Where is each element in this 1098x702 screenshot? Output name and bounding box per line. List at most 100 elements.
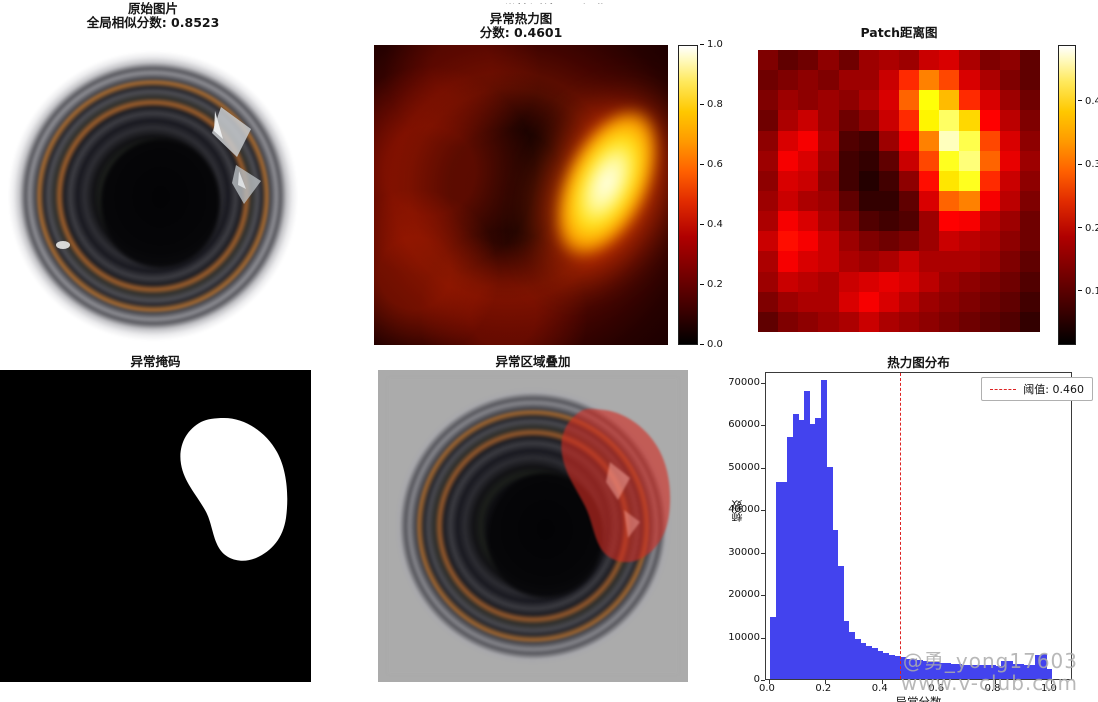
patch-cell (919, 211, 940, 232)
patch-cell (939, 291, 960, 312)
y-tick-label: 10000 (728, 631, 760, 643)
y-tick-label: 0 (753, 674, 760, 685)
patch-cell (939, 110, 960, 131)
hist-bar (916, 660, 923, 679)
colorbar-tick-label: 0.0 (700, 339, 723, 350)
patch-cell (778, 291, 799, 312)
hist-bar (877, 650, 884, 679)
patch-cell (758, 311, 779, 332)
patch-colorbar (1058, 45, 1076, 345)
patch-cell (959, 211, 980, 232)
patch-cell (818, 211, 839, 232)
patch-cell (1019, 170, 1040, 191)
patch-cell (919, 110, 940, 131)
patch-cell (1019, 251, 1040, 272)
patch-cell (939, 211, 960, 232)
heatmap-title: 异常热力图 (489, 11, 553, 26)
hist-bar (967, 664, 974, 679)
patch-cell (798, 90, 819, 111)
mask-blob (180, 418, 288, 561)
patch-cell (999, 50, 1020, 71)
patch-cell (959, 231, 980, 252)
hist-bar (871, 648, 878, 679)
hist-bar (984, 665, 991, 679)
heatmap-score: 分数: 0.4601 (479, 25, 563, 40)
patch-cell (959, 130, 980, 151)
patch-cell (939, 271, 960, 292)
heatmap-colorbar-ticks: 0.0 0.2 0.4 0.6 0.8 1.0 (700, 39, 740, 350)
hist-bar (961, 664, 968, 679)
panel-title-mask: 异常掩码 (0, 355, 311, 369)
patch-cell (898, 70, 920, 91)
patch-cell (758, 251, 779, 272)
watermark-line2: www.v-club.com (900, 671, 1078, 695)
patch-cell (1019, 291, 1040, 312)
patch-cell (979, 150, 1000, 171)
patch-cell (1019, 70, 1040, 91)
hist-bar (1001, 660, 1008, 679)
patch-cell (1019, 211, 1040, 232)
patch-cell (838, 271, 859, 292)
hist-bar (989, 665, 997, 679)
patch-cell (818, 231, 839, 252)
histogram-panel: 热力图分布 频数 阈值: 0.460 0 10000 20000 30000 40000… (700, 350, 1098, 702)
patch-cell (838, 50, 859, 71)
y-tick-label: 30000 (728, 546, 760, 558)
hist-bar (978, 664, 985, 679)
patch-cell (1019, 150, 1040, 171)
hist-bar (1023, 664, 1030, 679)
patch-cell (778, 90, 799, 111)
suptitle-text: 异常检测结果可视化 (490, 0, 607, 4)
patch-cell (858, 110, 879, 131)
overlay-image (378, 370, 688, 682)
patch-cell (798, 110, 819, 131)
patch-cell (919, 251, 940, 272)
patch-cell (939, 90, 960, 111)
patch-cell (939, 130, 960, 151)
hist-bar (995, 665, 1002, 679)
patch-cell (778, 311, 799, 332)
patch-cell (878, 110, 899, 131)
patch-cell (758, 150, 779, 171)
patch-cell (838, 291, 859, 312)
patch-cell (999, 130, 1020, 151)
hist-bar (865, 645, 872, 679)
patch-grid (758, 50, 1040, 332)
patch-colorbar-ticks: 0.1 0.2 0.3 0.4 (1078, 45, 1098, 345)
patch-cell (878, 170, 899, 191)
hist-bar (927, 662, 935, 679)
hist-bar (905, 658, 912, 679)
patch-cell (919, 271, 940, 292)
patch-cell (858, 130, 879, 151)
defect-shards-icon (56, 107, 261, 249)
patch-cell (959, 70, 980, 91)
patch-cell (979, 251, 1000, 272)
hist-bar (781, 481, 788, 679)
patch-cell (999, 90, 1020, 111)
patch-cell (939, 311, 960, 332)
patch-cell (838, 110, 859, 131)
patch-cell (818, 271, 839, 292)
hist-bar (792, 413, 799, 679)
hist-bar (826, 466, 833, 679)
patch-cell (798, 170, 819, 191)
anomaly-mask-image (0, 370, 311, 682)
hist-bar (843, 620, 850, 679)
patch-cell (798, 231, 819, 252)
patch-cell (919, 70, 940, 91)
patch-cell (878, 311, 899, 332)
patch-cell (919, 150, 940, 171)
patch-cell (858, 271, 879, 292)
patch-cell (858, 70, 879, 91)
hist-bar (1006, 660, 1013, 679)
patch-cell (1019, 231, 1040, 252)
patch-cell (858, 170, 879, 191)
patch-cell (1019, 110, 1040, 131)
hist-bar (815, 417, 822, 679)
patch-cell (778, 211, 799, 232)
patch-cell (999, 70, 1020, 91)
hist-bar (956, 664, 963, 679)
panel-title-heatmap: 异常热力图 分数: 0.4601 (374, 12, 668, 40)
y-tick-mark (761, 595, 765, 597)
colorbar-tick-label: 1.0 (700, 39, 723, 50)
